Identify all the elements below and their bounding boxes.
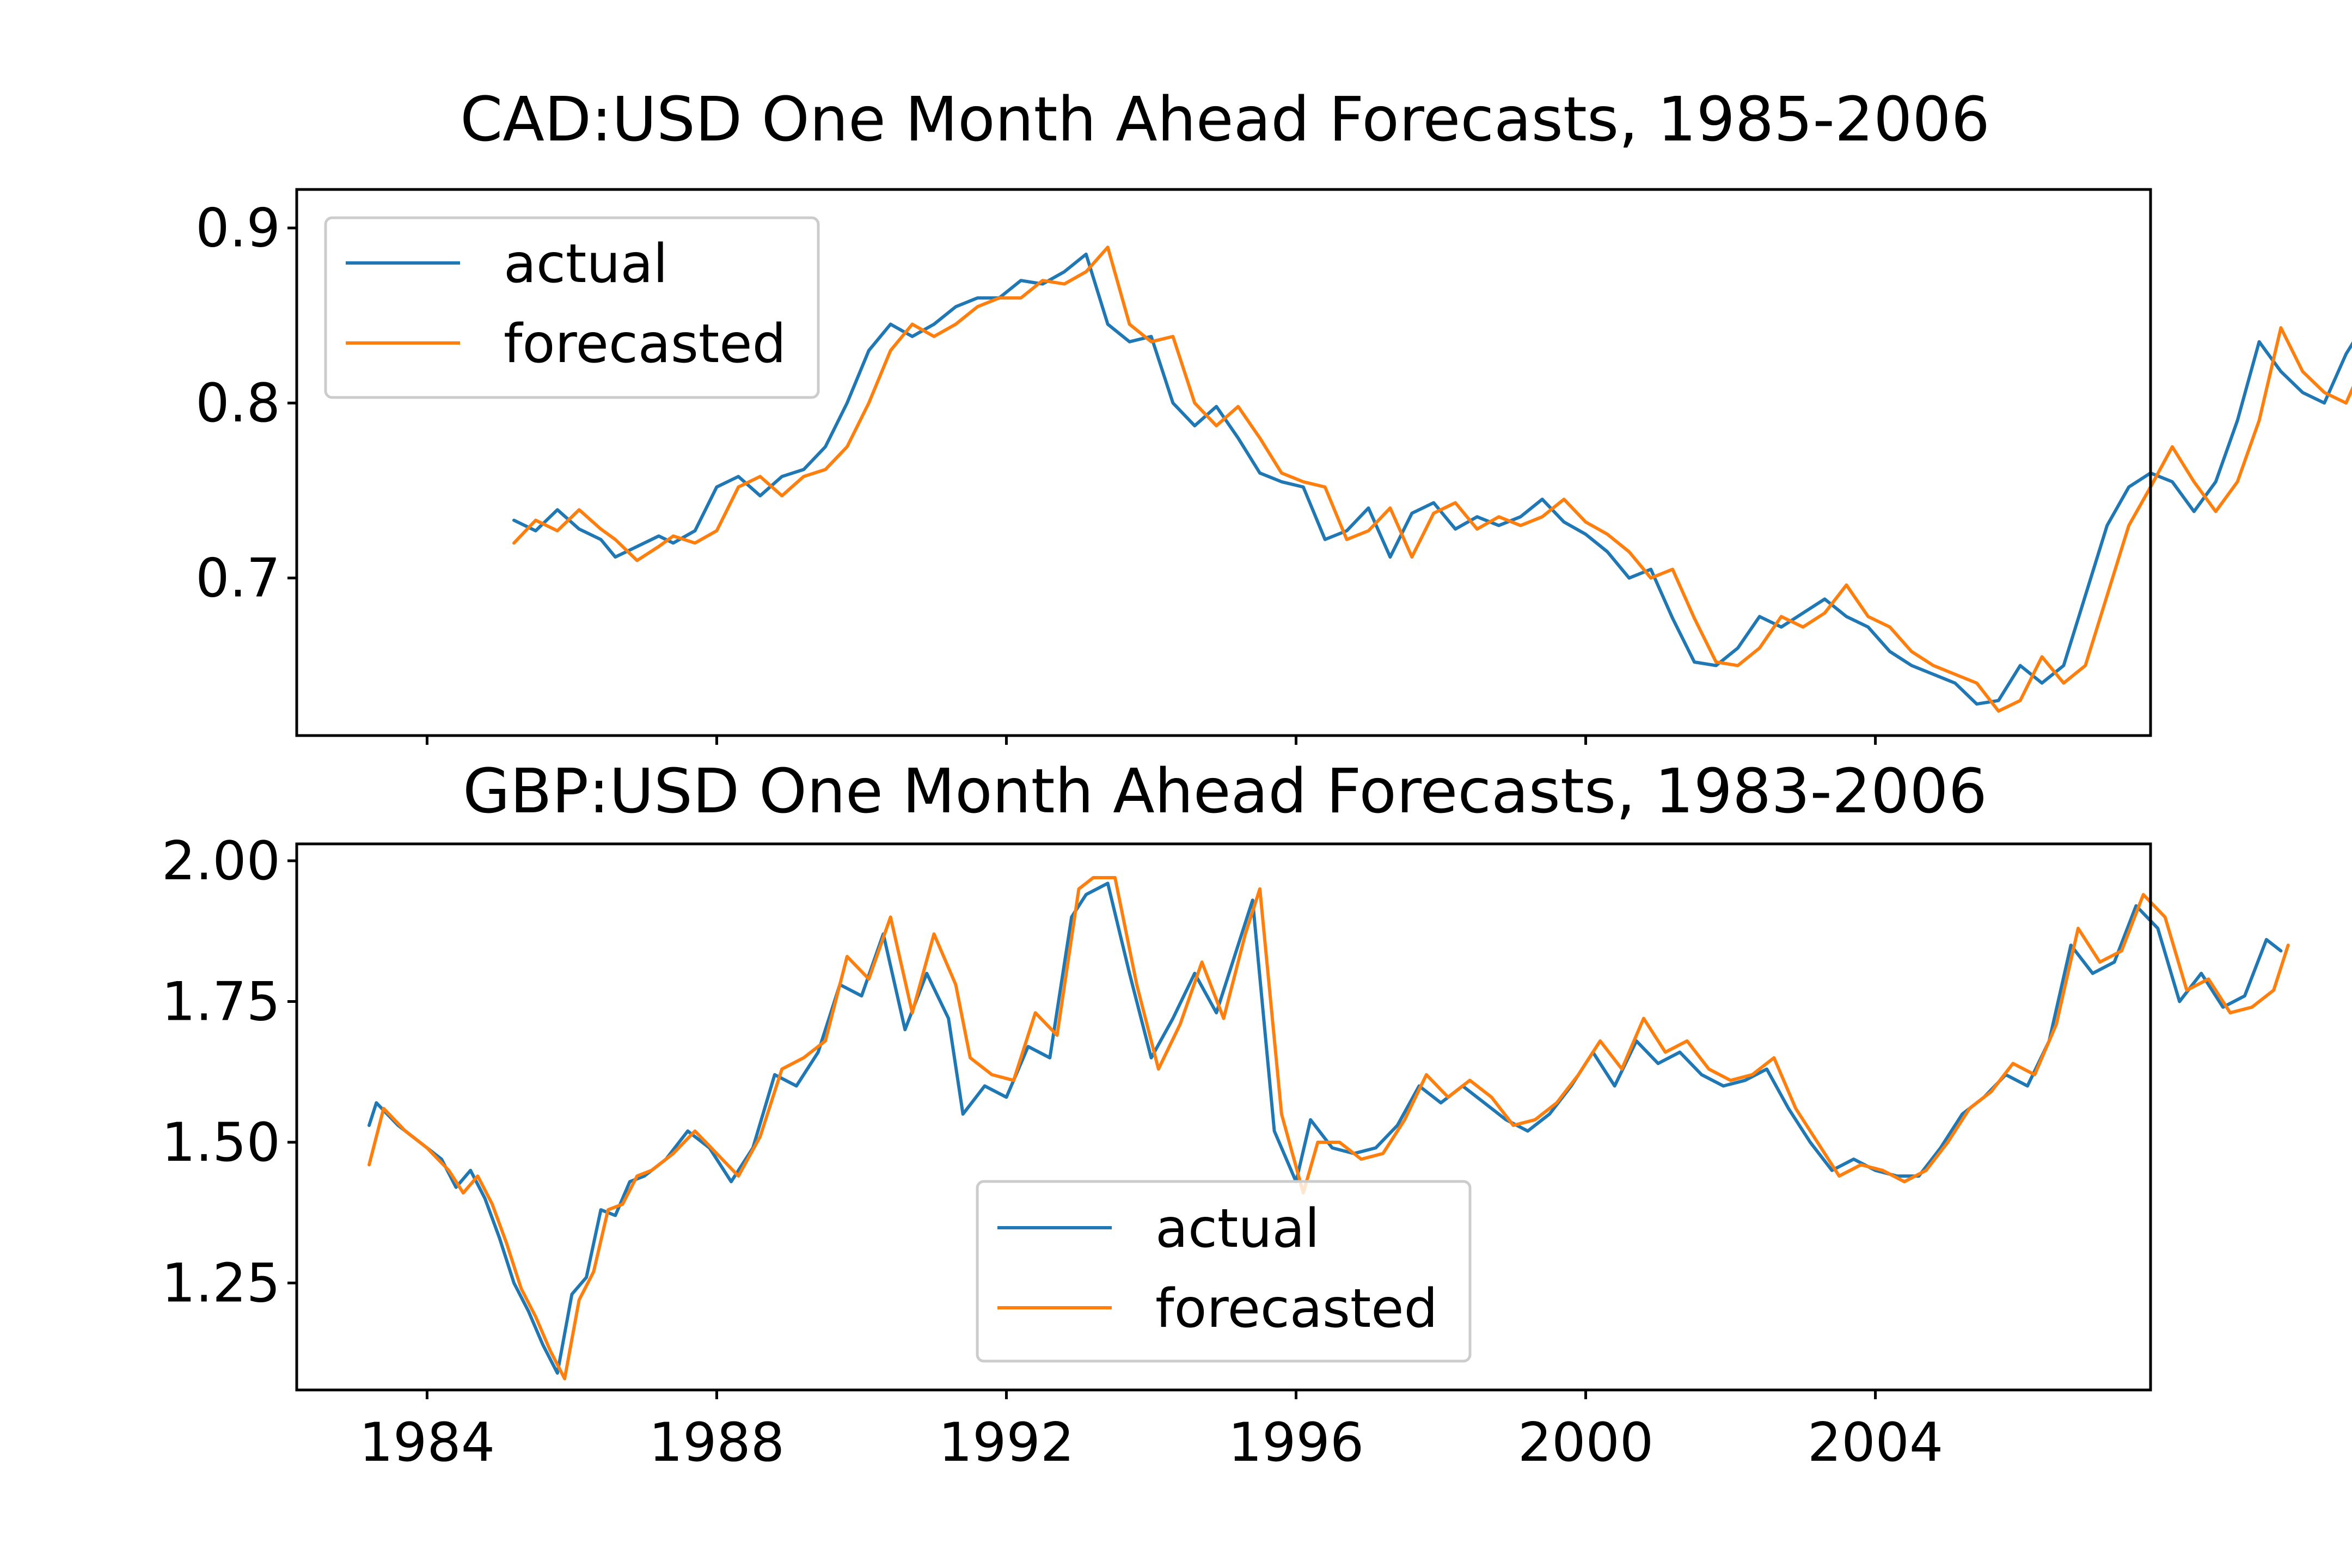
cad-usd-legend: actual forecasted [324,216,820,399]
cad-usd-series-actual-line [512,252,2352,706]
cad-usd-ticks: 0.7 0.8 0.9 [195,198,1877,745]
gbp-usd-title: GBP:USD One Month Ahead Forecasts, 1983-… [463,756,1987,827]
cad-usd-ytick-label: 0.9 [195,198,280,260]
cad-usd-subplot: CAD:USD One Month Ahead Forecasts, 1985-… [195,84,2352,745]
gbp-usd-ytick-label: 1.50 [162,1112,280,1174]
cad-usd-title: CAD:USD One Month Ahead Forecasts, 1985-… [460,84,1990,155]
gbp-usd-series-actual-line [367,881,2283,1375]
gbp-usd-xtick-label: 1988 [649,1412,785,1474]
gbp-usd-xtick-label: 1992 [939,1412,1074,1474]
gbp-usd-axes-frame [295,842,2152,1392]
gbp-usd-legend-actual-label: actual [1155,1198,1320,1260]
cad-usd-series [512,246,2352,713]
gbp-usd-series [367,876,2290,1381]
gbp-usd-series-forecasted-line [367,876,2290,1381]
cad-usd-legend-forecasted-label: forecasted [504,313,786,375]
cad-usd-ytick-label: 0.8 [195,372,280,434]
gbp-usd-legend-forecasted-label: forecasted [1155,1278,1438,1340]
cad-usd-series-forecasted-line [512,246,2352,713]
gbp-usd-ytick-label: 1.25 [162,1253,280,1315]
gbp-usd-xtick-label: 2004 [1808,1412,1943,1474]
gbp-usd-xtick-label: 2000 [1518,1412,1653,1474]
gbp-usd-xtick-label: 1996 [1228,1412,1364,1474]
gbp-usd-xtick-label: 1984 [359,1412,495,1474]
cad-usd-ytick-label: 0.7 [195,548,280,610]
gbp-usd-ticks: 1.25 1.50 1.75 2.00 1984 1988 1992 1996 2000 2004 [162,830,1943,1474]
cad-usd-axes-frame [295,188,2152,737]
gbp-usd-ytick-label: 1.75 [162,971,280,1033]
gbp-usd-ytick-label: 2.00 [162,830,280,892]
cad-usd-legend-actual-label: actual [504,233,668,295]
gbp-usd-subplot: GBP:USD One Month Ahead Forecasts, 1983-… [162,756,2290,1474]
gbp-usd-legend: actual forecasted [976,1180,1472,1363]
